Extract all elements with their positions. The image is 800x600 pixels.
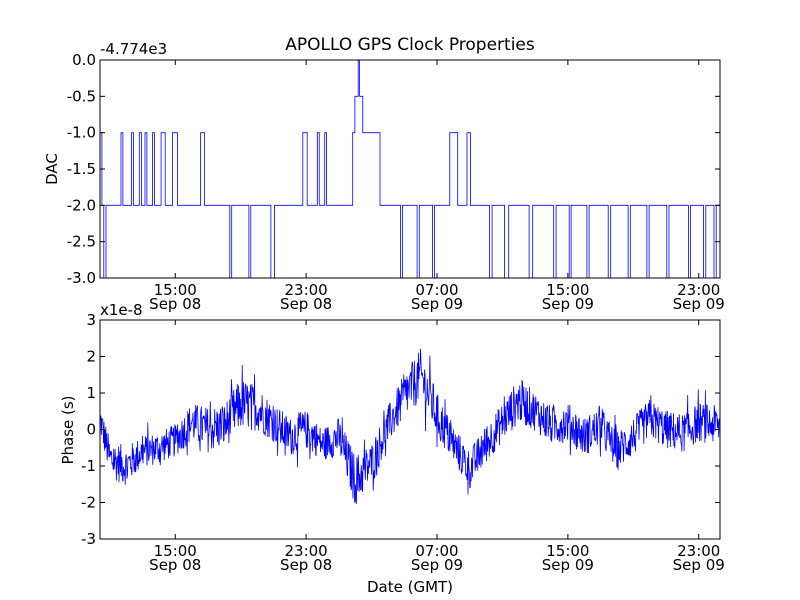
phase-xtick-date-1: Sep 08 [280,556,332,574]
phase-series-line [100,348,720,505]
phase-offset-label: x1e-8 [100,301,143,319]
dac-axes-frame [99,59,721,279]
phase-ytick-label-0: 3 [86,311,96,329]
dac-ytick-label-0: 0.0 [72,51,96,69]
dac-xtick-time-1: 23:00 [285,281,328,299]
phase-axes-frame [99,319,721,540]
dac-ytick-label-2: -1.0 [67,124,96,142]
dac-xtick-date-1: Sep 08 [280,295,332,313]
phase-ytick-label-4: -1 [81,457,96,475]
phase-xtick-date-4: Sep 09 [673,556,725,574]
phase-xtick-time-4: 23:00 [677,542,720,560]
dac-offset-label: -4.774e3 [100,40,167,58]
dac-ytick-label-5: -2.5 [67,233,96,251]
phase-xtick-time-2: 07:00 [415,542,458,560]
dac-xtick-time-4: 23:00 [677,281,720,299]
chart-title: APOLLO GPS Clock Properties [285,35,535,55]
phase-xtick-date-3: Sep 09 [542,556,594,574]
phase-ytick-label-3: 0 [86,421,96,439]
phase-xtick-date-0: Sep 08 [149,556,201,574]
phase-ytick-label-5: -2 [81,494,96,512]
dac-xtick-date-0: Sep 08 [149,295,201,313]
dac-xtick-time-0: 15:00 [154,281,197,299]
dac-ytick-label-6: -3.0 [67,269,96,287]
phase-ytick-label-6: -3 [81,530,96,548]
dac-ytick-label-4: -2.0 [67,196,96,214]
dac-xtick-date-2: Sep 09 [411,295,463,313]
phase-xtick-time-0: 15:00 [154,542,197,560]
phase-xtick-time-1: 23:00 [285,542,328,560]
dac-ytick-label-3: -1.5 [67,160,96,178]
dac-xtick-time-2: 07:00 [415,281,458,299]
phase-xtick-date-2: Sep 09 [411,556,463,574]
dac-xtick-date-3: Sep 09 [542,295,594,313]
dac-y-axis-label: DAC [43,153,61,185]
dac-xtick-date-4: Sep 09 [673,295,725,313]
phase-plot-area [100,320,720,539]
dac-plot-area [100,60,720,278]
dac-series-line [100,60,720,278]
x-axis-label: Date (GMT) [367,578,453,596]
phase-xtick-time-3: 15:00 [546,542,589,560]
phase-ytick-label-2: 1 [86,384,96,402]
dac-ytick-label-1: -0.5 [67,87,96,105]
phase-ytick-label-1: 2 [86,348,96,366]
phase-y-axis-label: Phase (s) [59,395,77,464]
dac-xtick-time-3: 15:00 [546,281,589,299]
